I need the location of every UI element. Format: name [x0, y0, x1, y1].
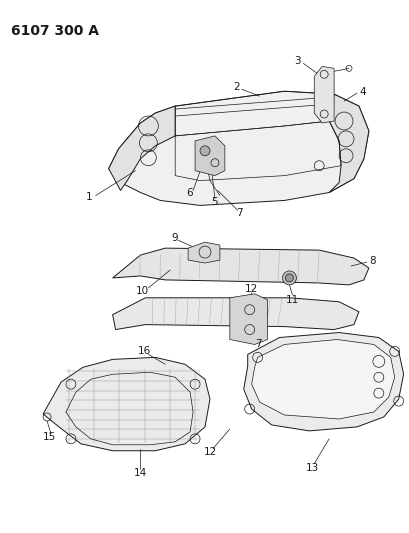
Text: 5: 5: [211, 197, 218, 207]
Polygon shape: [188, 242, 219, 263]
Text: 3: 3: [293, 56, 300, 67]
Text: 11: 11: [285, 295, 298, 305]
Circle shape: [285, 274, 293, 282]
Polygon shape: [112, 298, 358, 329]
Text: 12: 12: [245, 284, 258, 294]
Text: 15: 15: [43, 432, 56, 442]
Text: 10: 10: [135, 286, 148, 296]
Text: 7: 7: [236, 208, 243, 219]
Text: 2: 2: [233, 82, 240, 92]
Text: 14: 14: [133, 467, 147, 478]
Text: 1: 1: [85, 192, 92, 203]
Polygon shape: [195, 136, 224, 175]
Polygon shape: [112, 248, 368, 285]
Polygon shape: [243, 333, 402, 431]
Polygon shape: [108, 91, 368, 205]
Polygon shape: [251, 340, 394, 419]
Circle shape: [200, 146, 209, 156]
Polygon shape: [43, 358, 209, 451]
Polygon shape: [108, 106, 175, 190]
Text: 9: 9: [171, 233, 177, 243]
Text: 6107 300 A: 6107 300 A: [11, 23, 99, 38]
Text: 8: 8: [369, 256, 375, 266]
Text: 7: 7: [255, 340, 261, 350]
Text: 6: 6: [185, 189, 192, 198]
Text: 4: 4: [359, 87, 365, 97]
Polygon shape: [229, 294, 267, 344]
Text: 16: 16: [137, 346, 151, 357]
Circle shape: [282, 271, 296, 285]
Polygon shape: [313, 67, 333, 123]
Polygon shape: [328, 94, 368, 192]
Text: 13: 13: [305, 463, 318, 473]
Text: 12: 12: [203, 447, 216, 457]
